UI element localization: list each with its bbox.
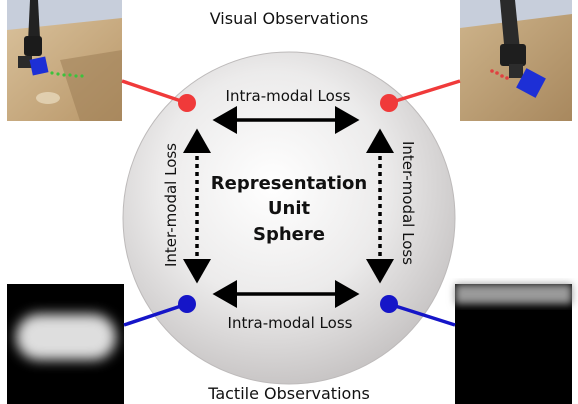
center-label-line1: Representation <box>211 173 367 194</box>
center-label-line2: Unit <box>268 198 311 219</box>
visual-node-right <box>380 94 398 112</box>
tactile-link-right <box>388 302 456 327</box>
tactile-node-right <box>380 295 398 313</box>
visual-node-left <box>178 94 196 112</box>
visual-observation-image-right <box>460 0 572 121</box>
tactile-observations-title: Tactile Observations <box>207 384 370 403</box>
intra-modal-loss-top-label: Intra-modal Loss <box>226 87 351 105</box>
visual-observation-image-left <box>7 0 122 121</box>
tactile-observation-image-left <box>7 284 124 404</box>
inter-modal-loss-right-label: Inter-modal Loss <box>399 141 417 265</box>
tactile-node-left <box>178 295 196 313</box>
center-label-line3: Sphere <box>253 224 325 245</box>
tactile-observation-image-right <box>455 284 572 404</box>
tactile-link-left <box>123 302 188 327</box>
visual-link-right <box>388 79 461 105</box>
inter-modal-loss-left-label: Inter-modal Loss <box>162 143 180 267</box>
intra-modal-loss-bottom-label: Intra-modal Loss <box>228 314 353 332</box>
visual-observations-title: Visual Observations <box>210 9 369 28</box>
visual-link-left <box>121 79 188 105</box>
